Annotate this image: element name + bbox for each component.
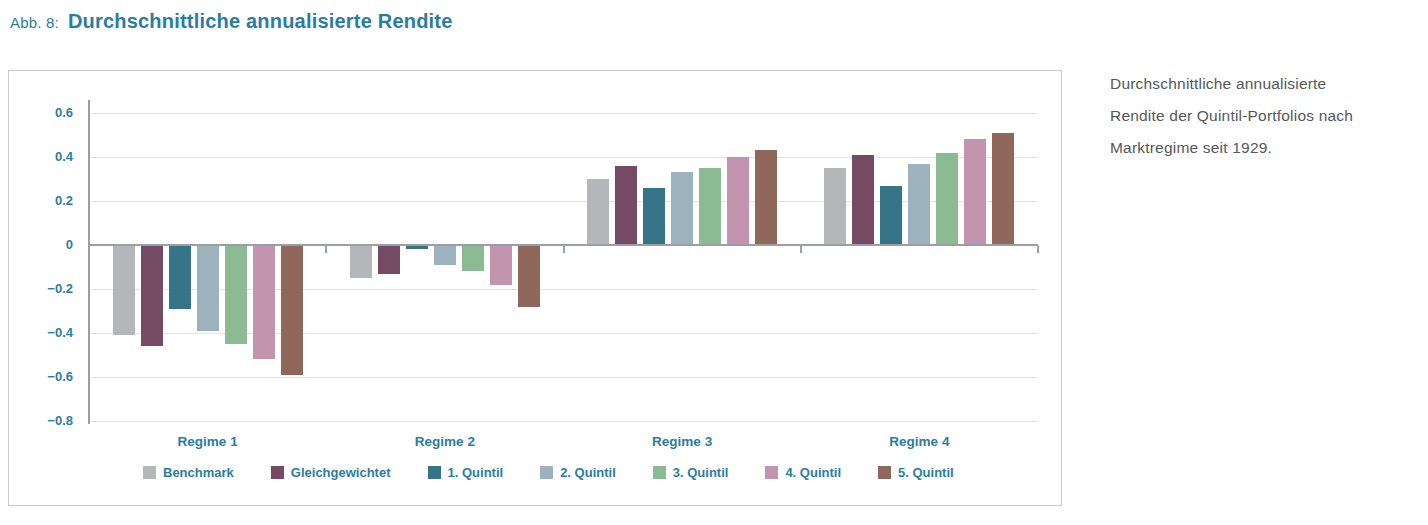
caption-line: Rendite der Quintil-Portfolios nach (1110, 100, 1428, 132)
bar (699, 168, 721, 245)
y-axis-tick-label: −0.4 (11, 325, 73, 340)
y-axis-tick-label: 0.6 (11, 105, 73, 120)
category-boundary-tick (1037, 246, 1039, 253)
bar (964, 139, 986, 245)
legend-swatch (143, 466, 156, 479)
y-axis-tick-label: 0.4 (11, 149, 73, 164)
bar (462, 245, 484, 271)
legend-item: 3. Quintil (653, 465, 729, 480)
y-gridline (89, 421, 1038, 422)
legend-item: Gleichgewichtet (271, 465, 391, 480)
bar (615, 166, 637, 245)
caption-line: Marktregime seit 1929. (1110, 132, 1428, 164)
legend-swatch (540, 466, 553, 479)
caption-line: Durchschnittliche annualisierte (1110, 68, 1428, 100)
legend-label: 3. Quintil (673, 465, 729, 480)
bar (671, 172, 693, 245)
legend-item: 1. Quintil (428, 465, 504, 480)
figure-label: Abb. 8: (10, 14, 59, 31)
page: Abb. 8: Durchschnittliche annualisierte … (0, 0, 1428, 525)
bar (936, 153, 958, 245)
legend-swatch (271, 466, 284, 479)
bar (350, 245, 372, 278)
bar (880, 186, 902, 245)
legend-item: 4. Quintil (765, 465, 841, 480)
bar (852, 155, 874, 245)
bar (755, 150, 777, 245)
legend-label: Benchmark (163, 465, 234, 480)
bar (490, 245, 512, 285)
category-boundary-tick (800, 246, 802, 253)
y-axis-tick-label: 0.2 (11, 193, 73, 208)
bar (992, 133, 1014, 245)
legend-swatch (878, 466, 891, 479)
legend-swatch (653, 466, 666, 479)
chart-legend: Benchmark Gleichgewichtet 1. Quintil 2. Qui… (143, 465, 954, 480)
chart-caption: Durchschnittliche annualisierte Rendite … (1110, 68, 1428, 164)
y-axis-tick-label: −0.2 (11, 281, 73, 296)
bar (141, 245, 163, 346)
bar (587, 179, 609, 245)
bar (824, 168, 846, 245)
legend-swatch (765, 466, 778, 479)
y-axis-tick-label: −0.8 (11, 413, 73, 428)
x-axis-category-label: Regime 4 (859, 434, 979, 449)
y-gridline (89, 113, 1038, 114)
bar (518, 245, 540, 307)
bar (727, 157, 749, 245)
bar (281, 245, 303, 375)
x-axis-category-label: Regime 3 (622, 434, 742, 449)
page-title: Durchschnittliche annualisierte Rendite (68, 10, 453, 33)
legend-swatch (428, 466, 441, 479)
y-gridline (89, 157, 1038, 158)
legend-item: 5. Quintil (878, 465, 954, 480)
legend-label: 4. Quintil (785, 465, 841, 480)
bar (169, 245, 191, 309)
bar (197, 245, 219, 331)
legend-label: 2. Quintil (560, 465, 616, 480)
y-axis-tick-label: 0 (11, 237, 73, 252)
chart-panel: 0.6 0.4 0.2 0 −0.2 −0.4 −0.6 −0.8 Regime 1 Regime… (8, 70, 1062, 506)
y-gridline (89, 377, 1038, 378)
legend-item: 2. Quintil (540, 465, 616, 480)
bar (378, 245, 400, 274)
category-boundary-tick (563, 246, 565, 253)
legend-label: 1. Quintil (448, 465, 504, 480)
bar (434, 245, 456, 265)
figure-title: Abb. 8: Durchschnittliche annualisierte … (10, 10, 453, 33)
bar (225, 245, 247, 344)
legend-label: 5. Quintil (898, 465, 954, 480)
legend-label: Gleichgewichtet (291, 465, 391, 480)
legend-item: Benchmark (143, 465, 234, 480)
y-axis-tick-label: −0.6 (11, 369, 73, 384)
category-boundary-tick (325, 246, 327, 253)
y-axis-line (88, 100, 90, 424)
x-axis-category-label: Regime 2 (385, 434, 505, 449)
bar (643, 188, 665, 245)
x-axis-category-label: Regime 1 (148, 434, 268, 449)
bar (908, 164, 930, 245)
bar (253, 245, 275, 359)
bar (113, 245, 135, 335)
